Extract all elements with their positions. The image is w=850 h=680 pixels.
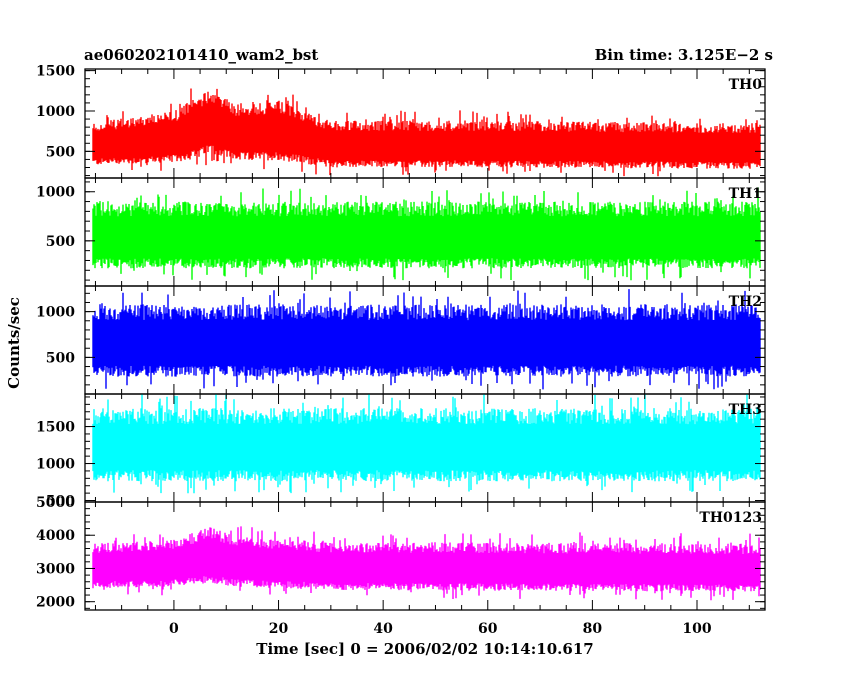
y-tick-label: 1000: [36, 185, 75, 201]
series-th0: [92, 88, 761, 177]
panel-label-th3: TH3: [729, 402, 762, 418]
y-tick-label: 1000: [36, 457, 75, 473]
panel-th2: 500 1000 TH2: [36, 285, 766, 395]
y-tick-label: 4000: [36, 528, 75, 544]
y-tick-label: 500: [46, 144, 75, 160]
x-axis-label: Time [sec] 0 = 2006/02/02 10:14:10.617: [256, 640, 593, 658]
y-tick-label: 1000: [36, 305, 75, 321]
bin-time-label: Bin time: 3.125E−2 s: [595, 46, 773, 64]
panel-th0123: 2000 3000 4000 5000 TH0123: [36, 495, 766, 611]
x-tick-label: 40: [373, 621, 393, 637]
chart-title: ae060202101410_wam2_bst: [84, 46, 318, 64]
series-th3: [92, 394, 761, 494]
y-tick-label: 5000: [36, 495, 75, 511]
y-tick-label: 3000: [36, 561, 75, 577]
panel-frame: [84, 501, 766, 611]
y-tick-label: 500: [46, 494, 75, 510]
panel-label-th2: TH2: [729, 294, 762, 310]
panel-label-th0123: TH0123: [699, 510, 762, 526]
y-tick-label: 1500: [36, 420, 75, 436]
y-axis-label: Counts/sec: [5, 297, 23, 389]
y-tick-label: 500: [46, 234, 75, 250]
panel-th1: 500 1000 TH1: [36, 177, 766, 287]
x-tick-label: 20: [269, 621, 289, 637]
panel-th0: 500 1000 1500 TH0: [36, 64, 766, 179]
y-tick-label: 2000: [36, 595, 75, 611]
panel-label-th0: TH0: [729, 77, 763, 93]
x-tick-label: 80: [583, 621, 603, 637]
panel-th3: 500 1000 1500 TH3: [36, 393, 766, 510]
panel-label-th1: TH1: [729, 186, 762, 202]
y-tick-label: 500: [46, 350, 75, 366]
x-tick-label: 100: [682, 621, 711, 637]
x-tick-label: 0: [169, 621, 179, 637]
series-th2: [92, 289, 761, 390]
x-tick-label: 60: [478, 621, 498, 637]
y-tick-label: 1000: [36, 104, 75, 120]
y-tick-label: 1500: [36, 64, 75, 80]
